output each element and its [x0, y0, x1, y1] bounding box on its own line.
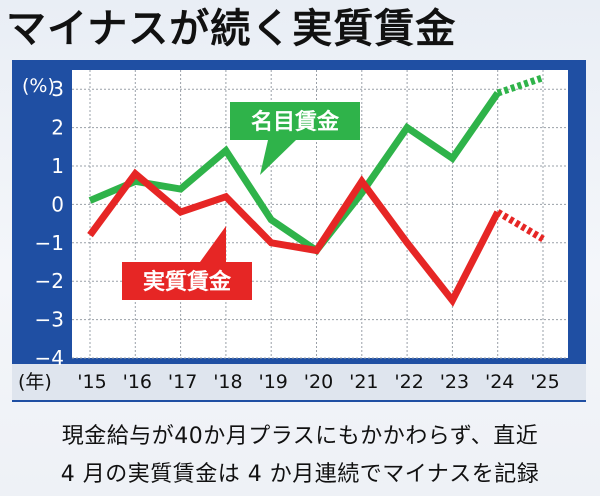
x-tick-label: '17: [168, 371, 197, 393]
x-tick-label: '19: [258, 371, 287, 393]
y-tick-label: −4: [35, 346, 64, 370]
x-tick-label: '22: [394, 371, 423, 393]
x-tick-label: '16: [123, 371, 152, 393]
series-projection-nominal: [496, 74, 545, 97]
y-tick-label: 3: [51, 77, 64, 101]
real-series-label: 実質賃金: [143, 269, 232, 295]
x-tick-label: '15: [77, 371, 106, 393]
x-unit-label: (年): [18, 371, 52, 393]
page-title: マイナスが続く実質賃金: [6, 6, 457, 52]
caption-line-1: 現金給与が40か月プラスにもかかわらず、直近: [61, 424, 539, 449]
real-label-pointer: [200, 226, 226, 262]
real-label-box: [122, 262, 252, 300]
x-axis-band: [12, 364, 586, 400]
series-projection-real: [495, 209, 545, 242]
series-line-nominal: [88, 91, 501, 256]
y-tick-label: −1: [35, 231, 64, 255]
y-unit-label: (%): [22, 75, 55, 97]
y-tick-label: −2: [35, 269, 64, 293]
wage-line-chart: 3 2 1 0 −1 −2 −3 −4 '15 '16 '17 '18 '19 '20 '21 '22 '23 '…: [12, 70, 586, 400]
x-tick-label: '23: [440, 371, 469, 393]
nominal-label-box: [230, 102, 360, 140]
nominal-series-label: 名目賃金: [251, 109, 340, 135]
x-tick-label: '20: [304, 371, 333, 393]
series-line-real: [87, 168, 501, 307]
y-tick-label: −3: [35, 308, 64, 332]
nominal-label-pointer: [260, 140, 296, 175]
y-tick-label: 0: [51, 192, 64, 216]
y-tick-label: 1: [51, 154, 64, 178]
x-tick-label: '24: [485, 371, 514, 393]
y-tick-label: 2: [51, 116, 64, 140]
chart-frame: 3 2 1 0 −1 −2 −3 −4 '15 '16 '17 '18 '19 '20 '21 '22 '23 '…: [12, 60, 586, 402]
x-tick-label: '18: [213, 371, 242, 393]
x-tick-label: '21: [349, 371, 378, 393]
x-tick-label: '25: [530, 371, 559, 393]
caption-line-2: 4 月の実質賃金は 4 か月連続でマイナスを記録: [60, 462, 540, 487]
